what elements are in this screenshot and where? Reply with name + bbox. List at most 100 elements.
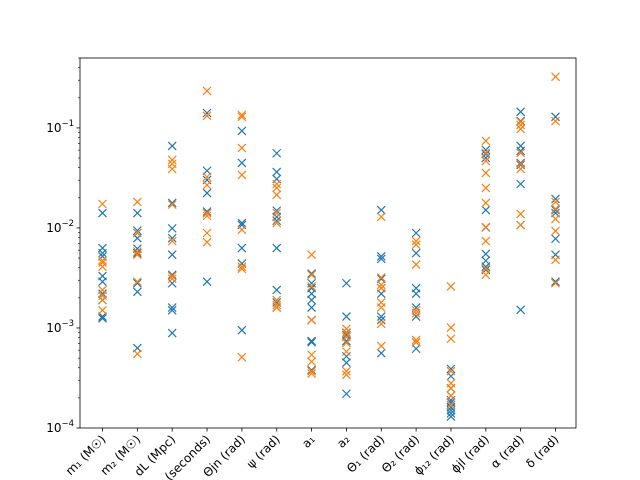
data-point-x-marker [272,300,282,310]
data-point-x-marker [98,289,107,299]
data-point-x-marker [516,124,526,134]
data-point-x-marker [376,212,386,222]
data-point-x-marker [341,278,351,288]
data-point-x-marker [272,208,282,218]
data-point-x-marker [341,338,351,348]
data-point-x-marker [237,325,247,335]
data-point-x-marker [551,277,560,287]
data-point-x-marker [551,255,560,265]
data-point-x-marker [237,110,247,120]
data-point-x-marker [272,183,282,193]
data-point-x-marker [411,289,421,299]
data-point-x-marker [411,236,421,246]
data-point-x-marker [307,315,317,325]
data-point-x-marker [237,352,247,362]
data-point-x-marker [202,111,212,121]
data-point-x-marker [202,86,212,96]
data-point-x-marker [272,303,282,312]
data-point-x-marker [167,328,177,338]
data-point-x-marker [272,179,282,189]
data-point-x-marker [376,319,386,329]
data-point-x-marker [132,228,142,238]
data-point-x-marker [411,344,421,354]
y-axis: 10−4 10−3 10−2 10−1 [46,57,80,435]
plot-frame [79,57,577,429]
data-point-x-marker [481,156,491,166]
data-point-x-marker [446,364,456,374]
data-point-x-marker [307,270,317,280]
data-point-x-marker [551,234,560,244]
data-point-x-marker [551,112,560,122]
data-point-x-marker [237,112,247,122]
data-point-x-marker [167,270,177,280]
data-point-x-marker [516,209,526,219]
data-point-x-marker [167,141,177,151]
data-point-x-marker [202,207,212,216]
data-point-x-marker [237,170,247,180]
data-point-x-marker [481,183,491,193]
data-point-x-marker [202,188,212,198]
data-point-x-marker [551,214,560,224]
data-point-x-marker [341,312,351,321]
data-point-x-marker [516,220,526,230]
data-point-x-marker [167,164,177,174]
data-point-x-marker [446,412,456,422]
data-point-x-marker [307,295,317,305]
data-point-x-marker [376,303,386,312]
data-point-x-marker [132,248,142,258]
data-point-x-marker [481,205,491,215]
data-point-x-marker [98,248,107,258]
data-point-x-marker [481,236,491,246]
data-point-x-marker [98,262,107,272]
data-point-x-marker [98,312,107,321]
data-point-x-marker [411,240,421,250]
data-point-x-marker [446,323,456,332]
data-point-x-marker [551,197,560,207]
data-point-x-marker [272,216,282,226]
data-point-x-marker [411,337,421,347]
data-point-x-marker [307,357,317,367]
data-point-x-marker [98,199,107,209]
data-point-x-marker [376,251,386,261]
data-point-x-marker [237,126,247,136]
data-point-x-marker [446,391,456,401]
data-point-x-marker [446,366,456,376]
data-point-x-marker [516,148,526,158]
data-point-x-marker [98,295,107,305]
data-point-x-marker [202,277,212,287]
data-point-x-marker [376,273,386,282]
data-point-x-marker [237,218,247,228]
data-point-x-marker [167,274,177,284]
data-point-x-marker [411,260,421,270]
data-point-x-marker [307,337,317,347]
data-point-x-marker [167,223,177,233]
data-point-x-marker [376,315,386,325]
data-point-x-marker [551,226,560,236]
data-point-x-marker [167,155,177,165]
data-point-x-marker [516,164,526,174]
data-point-x-marker [237,262,247,272]
data-point-x-marker [411,228,421,238]
data-point-x-marker [376,341,386,351]
data-point-x-marker [98,291,107,301]
data-point-x-marker [376,254,386,264]
data-point-x-marker [376,312,386,321]
data-point-x-marker [167,303,177,312]
data-point-x-marker [167,278,177,288]
data-point-x-marker [481,136,491,146]
data-point-x-marker [481,168,491,178]
data-point-x-marker [551,194,560,204]
data-point-x-marker [376,283,386,293]
data-point-x-marker [167,250,177,260]
data-point-x-marker [516,160,526,170]
data-point-x-marker [341,324,351,334]
data-point-x-marker [481,148,491,158]
data-point-x-marker [202,228,212,238]
data-point-x-marker [307,303,317,312]
data-point-x-marker [411,248,421,258]
data-point-x-marker [237,243,247,253]
data-point-x-marker [516,305,526,315]
data-point-x-marker [167,200,177,210]
